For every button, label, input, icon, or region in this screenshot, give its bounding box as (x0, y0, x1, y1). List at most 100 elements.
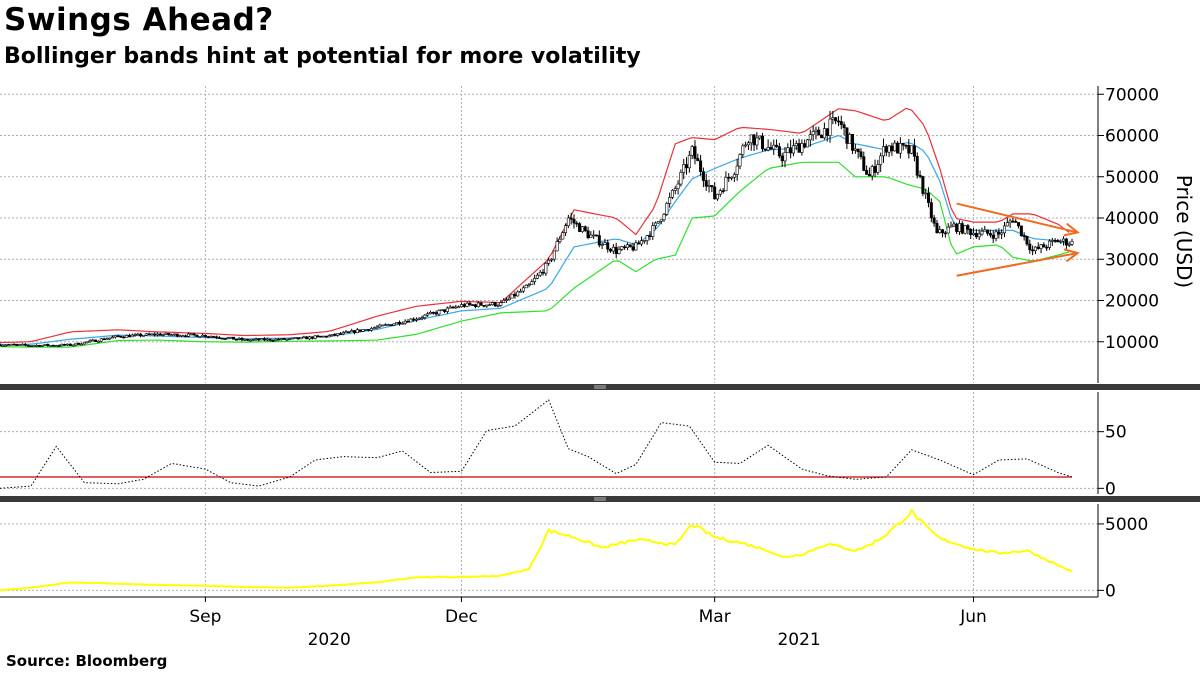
candle-body (156, 333, 160, 336)
price-tick-label: 20000 (1105, 292, 1159, 312)
candle-body (265, 338, 269, 341)
candle-body (932, 217, 936, 224)
candle-body (561, 232, 565, 240)
candle-body (1036, 246, 1040, 249)
candle-body (758, 135, 762, 139)
candle-body (116, 335, 120, 338)
upper-band-line (0, 107, 1070, 344)
candle-body (884, 146, 888, 153)
candle-body (533, 278, 537, 282)
candle-body (327, 335, 331, 338)
candle-body (628, 244, 632, 248)
candle-body (336, 333, 340, 336)
candle-body (18, 344, 22, 346)
candle-body (611, 246, 615, 252)
candle-body (572, 218, 576, 224)
candle-body (457, 306, 461, 309)
candle-body (901, 143, 905, 146)
candle-body (257, 338, 261, 341)
candle-body (592, 234, 596, 237)
arrow-head (1063, 248, 1080, 263)
candle-body (927, 192, 931, 203)
candle-body (324, 335, 328, 338)
candle-body (907, 145, 911, 154)
candle-body (161, 334, 165, 336)
candle-body (251, 339, 255, 341)
candle-body (918, 174, 922, 177)
candle-body (614, 246, 618, 255)
candle-body (834, 117, 838, 122)
candle-body (910, 145, 914, 154)
candle-body (57, 345, 61, 347)
candle-body (167, 332, 171, 336)
candle-body (811, 131, 815, 135)
candle-body (0, 344, 2, 347)
candle-body (727, 176, 731, 179)
candle-body (687, 155, 691, 169)
candle-body (935, 222, 939, 233)
candle-body (620, 246, 624, 250)
candle-body (704, 180, 708, 187)
candle-body (414, 318, 418, 321)
candle-body (845, 127, 849, 144)
chart-subtitle: Bollinger bands hint at potential for mo… (4, 44, 641, 69)
candle-body (651, 225, 655, 237)
candle-body (372, 327, 376, 330)
candle-body (929, 202, 933, 219)
candle-body (209, 336, 213, 338)
candle-body (1019, 225, 1023, 237)
candle-body (516, 291, 520, 297)
candle-body (549, 258, 553, 261)
candle-body (648, 235, 652, 237)
candle-body (972, 232, 976, 235)
candle-body (924, 192, 928, 195)
candle-body (187, 333, 191, 337)
candle-body (105, 338, 109, 341)
candle-body (943, 232, 947, 235)
panel-dividers (0, 384, 1200, 502)
candle-body (122, 336, 126, 339)
candle-body (367, 329, 371, 331)
chart-title: Swings Ahead? (4, 2, 274, 38)
candle-body (541, 271, 545, 274)
axes: 10000 20000 30000 40000 50000 60000 70000 0 50 0 5… (0, 85, 1196, 650)
candle-body (66, 343, 70, 346)
candle-body (640, 240, 644, 245)
candle-body (1014, 221, 1018, 223)
candle-body (164, 332, 168, 335)
candle-body (673, 188, 677, 191)
candle-body (274, 338, 278, 341)
candle-body (417, 317, 421, 320)
candle-body (333, 334, 337, 336)
candle-body (535, 274, 539, 279)
candle-body (504, 299, 508, 301)
candle-body (1022, 235, 1026, 238)
candle-body (949, 225, 953, 228)
candle-body (724, 176, 728, 192)
candle-body (476, 302, 480, 307)
candle-body (881, 146, 885, 157)
candle-body (29, 345, 33, 347)
divider-indicator-volume (0, 496, 1200, 502)
candle-body (752, 134, 756, 146)
candle-body (783, 152, 787, 162)
candle-body (147, 333, 151, 336)
candle-body (277, 338, 281, 341)
candle-body (26, 344, 30, 347)
candle-body (513, 293, 517, 297)
indicator-tick-label: 0 (1105, 479, 1116, 499)
candle-body (282, 338, 286, 340)
candle-body (825, 128, 829, 136)
candle-body (701, 171, 705, 181)
candle-body (243, 339, 247, 341)
candle-body (848, 134, 852, 144)
candle-body (746, 142, 750, 146)
candle-body (685, 164, 689, 169)
candle-body (963, 225, 967, 234)
candle-body (206, 336, 210, 338)
candle-body (538, 271, 542, 276)
candle-body (718, 190, 722, 195)
candle-body (575, 222, 579, 225)
candle-body (741, 145, 745, 155)
